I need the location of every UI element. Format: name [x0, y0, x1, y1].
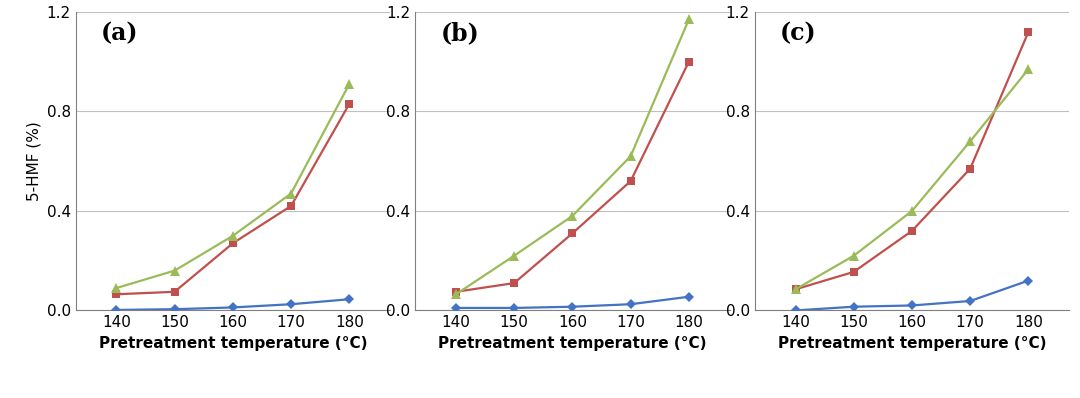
X-axis label: Pretreatment temperature (°C): Pretreatment temperature (°C) — [98, 336, 367, 351]
Text: (a): (a) — [100, 21, 138, 45]
Text: (b): (b) — [441, 21, 480, 45]
X-axis label: Pretreatment temperature (°C): Pretreatment temperature (°C) — [438, 336, 706, 351]
Text: (c): (c) — [780, 21, 816, 45]
Y-axis label: 5-HMF (%): 5-HMF (%) — [26, 121, 41, 201]
X-axis label: Pretreatment temperature (°C): Pretreatment temperature (°C) — [778, 336, 1047, 351]
